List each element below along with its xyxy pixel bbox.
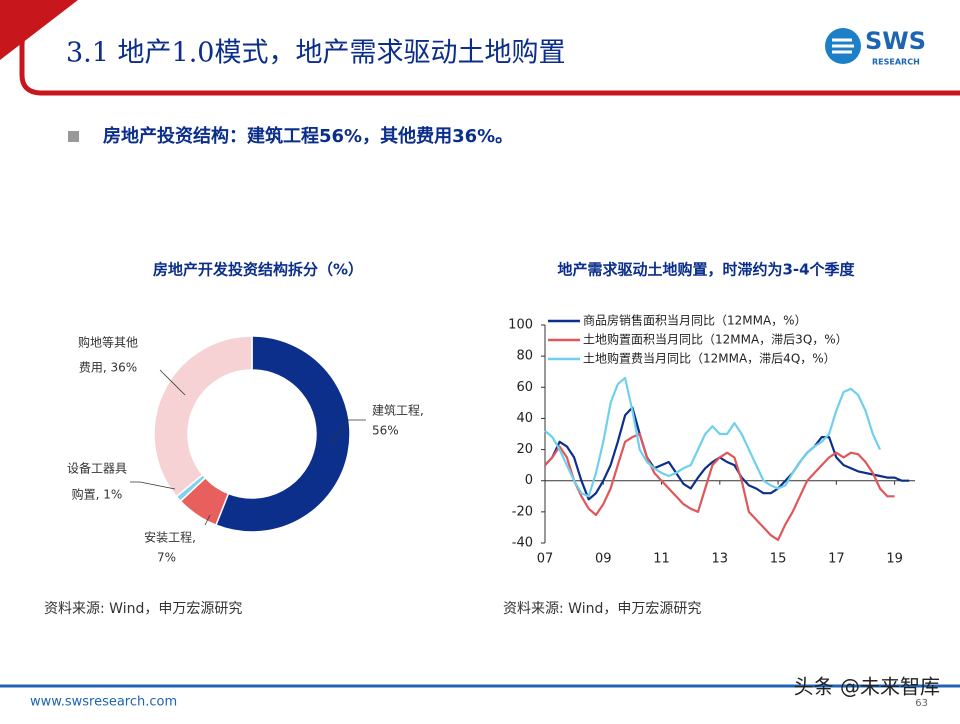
- logo-subtext: RESEARCH: [872, 58, 920, 67]
- y-tick-label: -20: [512, 504, 533, 519]
- legend-label: 商品房销售面积当月同比（12MMA，%）: [583, 313, 807, 328]
- line-series: [544, 406, 910, 501]
- line-series: [544, 376, 881, 498]
- x-tick-label: 17: [828, 552, 845, 567]
- x-tick-label: 11: [653, 552, 670, 567]
- line-series: [544, 432, 895, 541]
- data-label: 建筑工程,: [372, 403, 424, 418]
- logo-text: SWS: [865, 27, 926, 55]
- y-tick-label: 80: [516, 349, 533, 364]
- leader-line: [204, 514, 211, 526]
- legend-label: 土地购置费当月同比（12MMA，滞后4Q，%）: [583, 351, 836, 366]
- chart-title: 房地产开发投资结构拆分（%）: [153, 261, 363, 279]
- data-label: 设备工器具: [67, 462, 127, 476]
- x-tick-label: 13: [712, 552, 729, 567]
- page-title: 3.1 地产1.0模式，地产需求驱动土地购置: [66, 38, 565, 69]
- x-tick-label: 19: [886, 552, 903, 567]
- data-label: 费用, 36%: [79, 361, 137, 375]
- data-label: 安装工程,: [144, 530, 196, 545]
- chart-title: 地产需求驱动土地购置，时滞约为3-4个季度: [557, 261, 855, 279]
- y-tick-label: 0: [525, 473, 533, 488]
- source-note: 资料来源: Wind，申万宏源研究: [44, 601, 242, 617]
- y-tick-label: 40: [516, 411, 533, 426]
- y-tick-label: 60: [516, 380, 533, 395]
- leader-line: [329, 419, 366, 446]
- logo-icon-lines: [832, 38, 854, 54]
- watermark: 头条 @未来智库: [794, 675, 940, 699]
- x-tick-label: 15: [770, 552, 787, 567]
- footer-url: www.swsresearch.com: [30, 695, 177, 710]
- data-label: 购地等其他: [78, 335, 138, 350]
- bullet-marker: [68, 131, 79, 142]
- leader-line: [130, 481, 176, 490]
- leader-line: [159, 369, 186, 396]
- page-number: 63: [915, 698, 928, 709]
- data-label: 购置, 1%: [72, 487, 123, 502]
- y-tick-label: -40: [512, 536, 533, 551]
- source-note: 资料来源: Wind，申万宏源研究: [503, 601, 701, 617]
- bullet-text: 房地产投资结构：建筑工程56%，其他费用36%。: [103, 125, 513, 147]
- x-tick-label: 07: [537, 552, 554, 567]
- donut-slice: [153, 335, 253, 498]
- header-rule: [19, 15, 960, 96]
- y-tick-label: 20: [516, 442, 533, 457]
- y-tick-label: 100: [508, 318, 533, 333]
- data-label: 56%: [372, 424, 399, 438]
- line-chart: -40 -20 0 20 40 60 80 100 07 09 11 13 15 17 19 商品房销售面积当…: [508, 313, 915, 567]
- x-tick-label: 09: [595, 552, 612, 567]
- legend-label: 土地购置面积当月同比（12MMA，滞后3Q，%）: [583, 332, 848, 347]
- data-label: 7%: [157, 551, 176, 565]
- donut-slice: [214, 335, 351, 533]
